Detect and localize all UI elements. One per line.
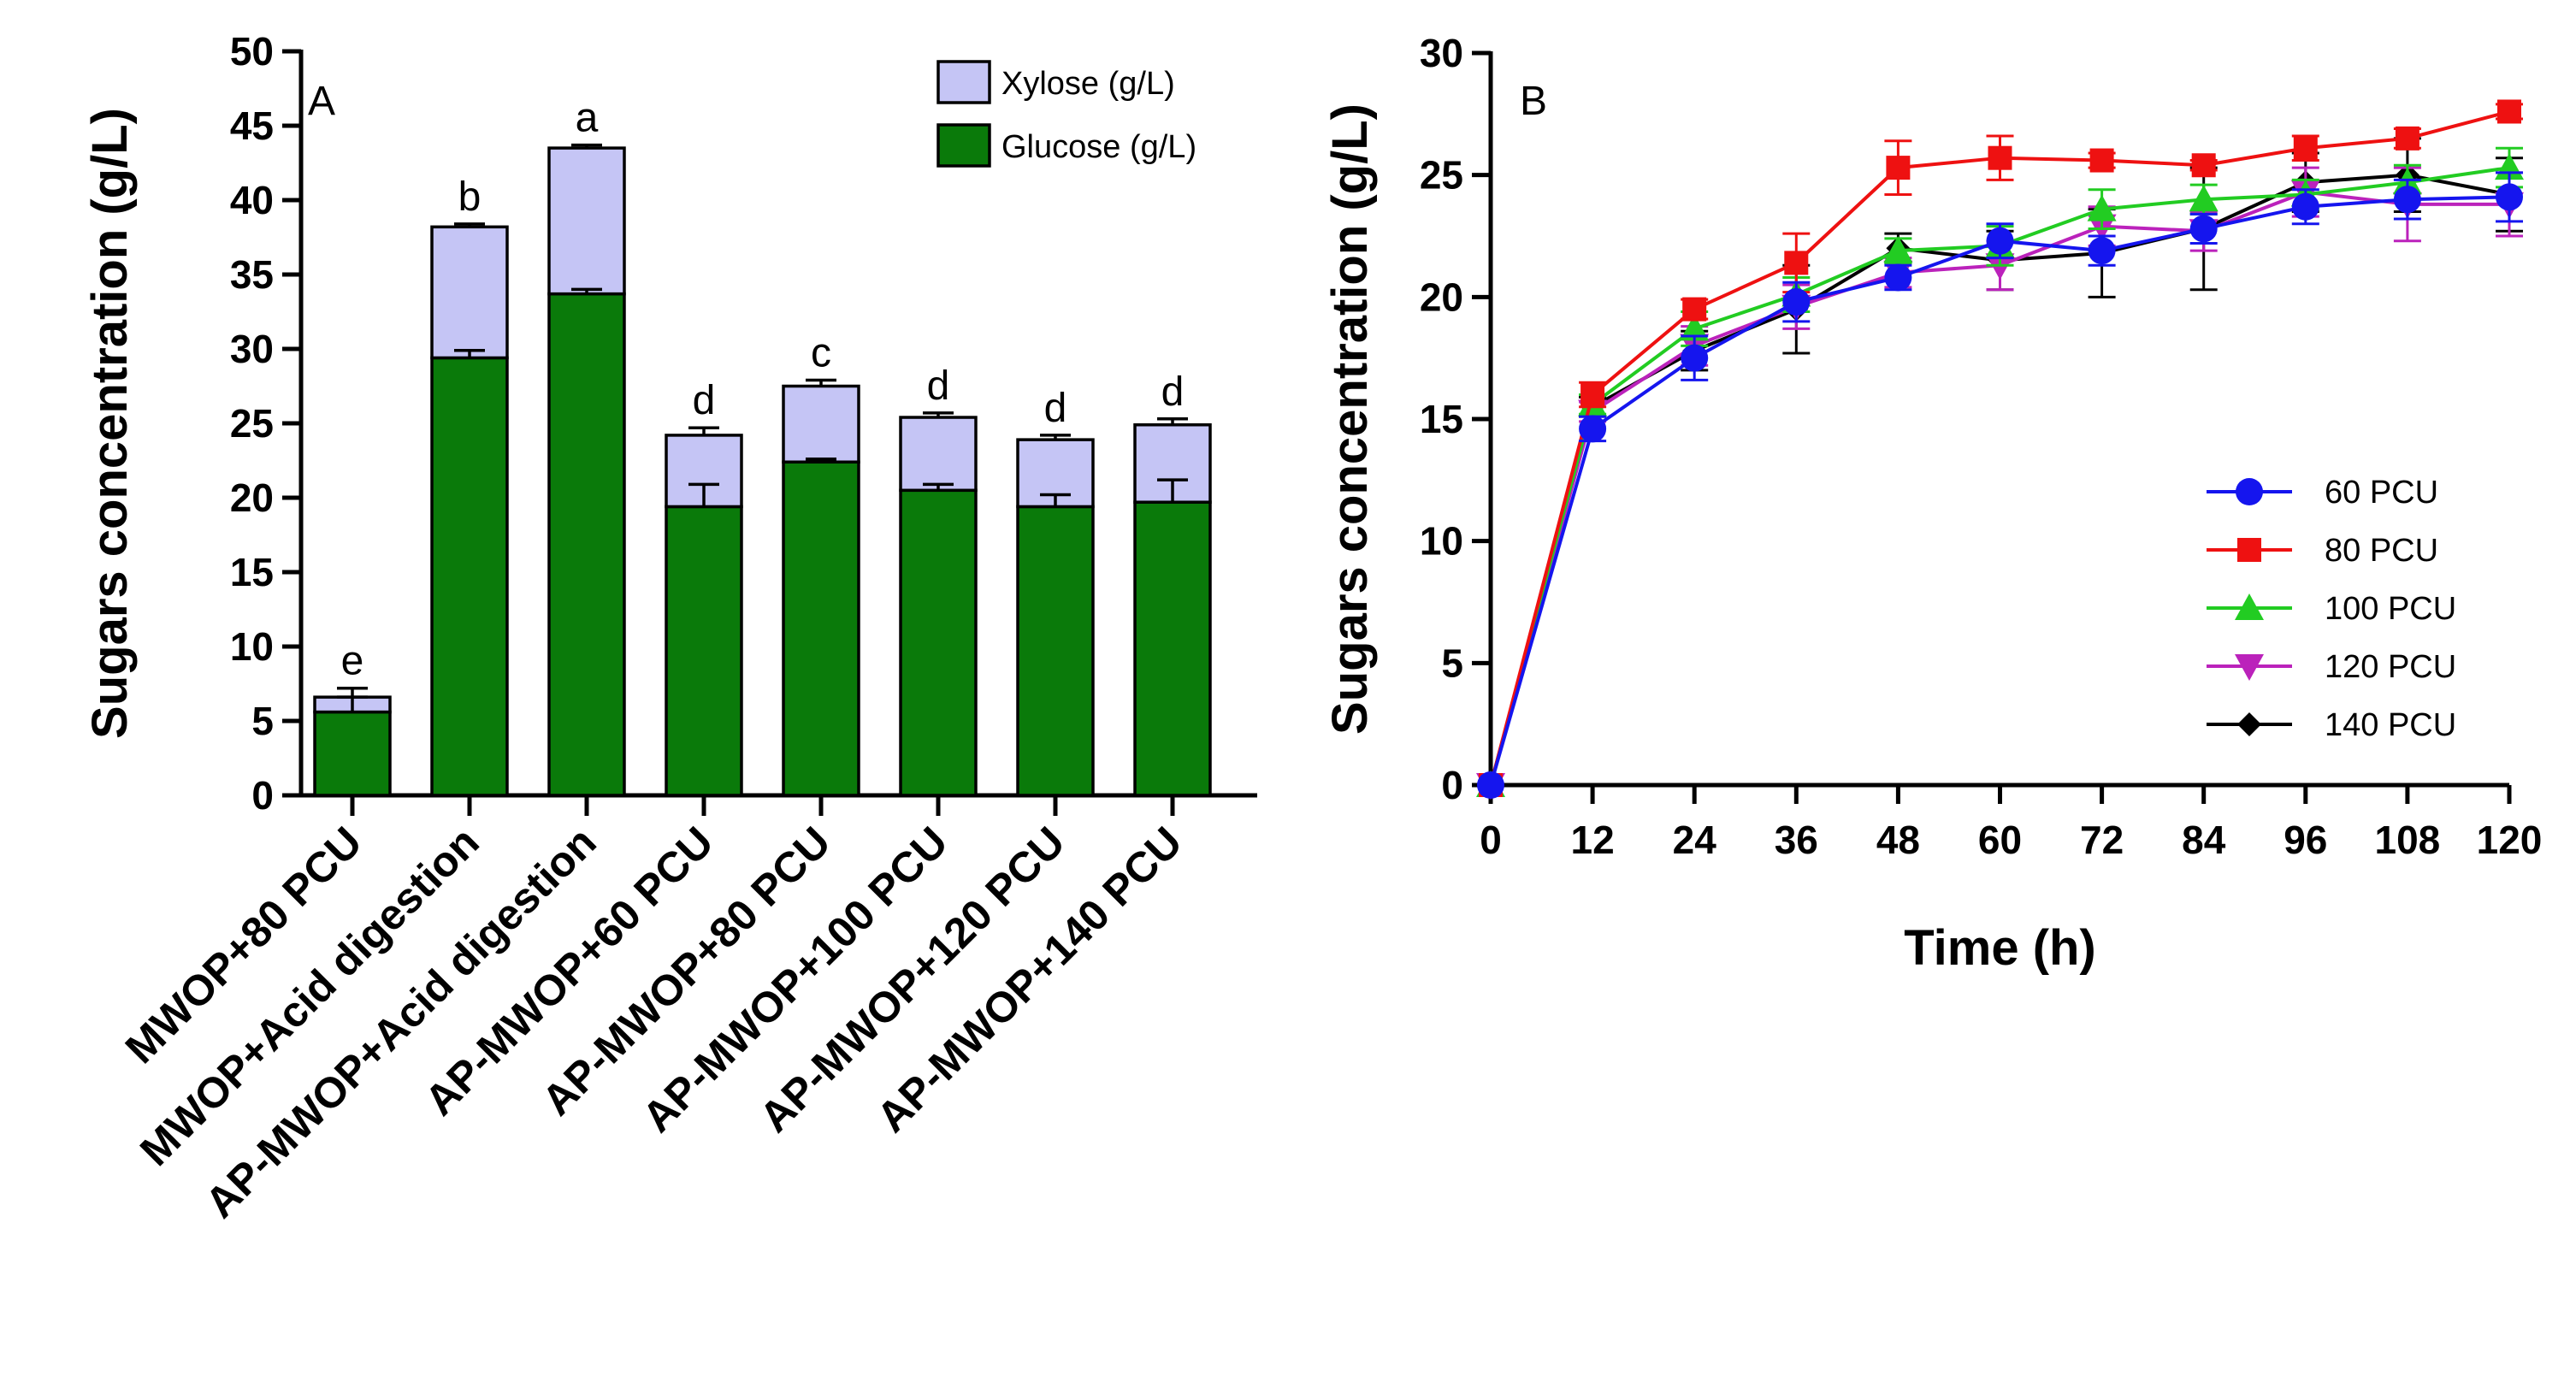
data-point [1782,288,1811,316]
x-tick-label-b: 36 [1775,818,1818,862]
data-point [1784,251,1809,275]
legend-marker [2237,538,2261,562]
data-point [1580,382,1605,407]
x-tick-label-b: 108 [2375,818,2441,862]
data-point [2087,194,2117,221]
y-tick-label-a: 15 [230,550,274,594]
legend-marker [2235,594,2264,620]
x-tick-label-b: 72 [2080,818,2124,862]
bar-xylose [547,146,626,296]
data-point [2497,99,2521,124]
x-tick-label-b: 12 [1571,818,1615,862]
x-tick-label-b: 60 [1978,818,2022,862]
y-tick-label-a: 45 [230,103,274,148]
panel-label-a: A [308,79,335,124]
data-point [2189,185,2219,212]
legend-label: 60 PCU [2325,475,2438,511]
data-point [2088,237,2116,265]
significance-letter: c [811,331,831,376]
y-tick-label-a: 0 [251,773,274,818]
significance-letter: b [458,174,482,220]
legend-label-glucose: Glucose (g/L) [1001,129,1196,165]
bar-glucose [1016,505,1095,797]
y-axis-title-b: Sugars concentration (g/L) [1322,103,1378,735]
x-tick-label-b: 48 [1876,818,1920,862]
bar-glucose [1133,500,1212,797]
data-point [2293,136,2318,161]
y-tick-label-a: 50 [230,29,274,74]
bar-xylose [782,384,860,464]
series-80-pcu [1479,99,2523,797]
data-point [1579,415,1607,443]
data-point [1986,227,2014,255]
legend-marker [2237,712,2261,736]
x-tick-label-b: 120 [2477,818,2543,862]
data-point [1883,236,1913,263]
data-point [1682,297,1707,322]
y-tick-label-b: 10 [1420,519,1463,564]
legend-swatch-xylose [936,60,991,104]
data-point [1477,771,1504,799]
data-point [1988,145,2012,170]
bar-glucose [313,710,392,797]
bar-glucose [899,488,978,797]
legend-marker [2236,478,2263,505]
legend-label: 120 PCU [2325,649,2456,685]
y-tick-label-a: 25 [230,401,274,446]
bar-glucose [665,505,743,797]
bar-xylose [430,225,509,360]
significance-letter: a [576,96,599,141]
chart-b: 0 5 10 15 20 25 30 0 12 24 36 48 60 72 84 96 108 120 Sugar… [1322,31,2542,976]
y-tick-label-a: 30 [230,327,274,371]
data-point [2395,126,2419,151]
x-tick-label-b: 0 [1480,818,1502,862]
y-tick-label-b: 5 [1441,641,1463,685]
y-tick-label-a: 35 [230,252,274,297]
data-point [1886,156,1911,180]
x-axis-title-b: Time (h) [1904,920,2096,976]
y-tick-label-b: 20 [1420,275,1463,319]
y-axis-title-a: Sugars concentration (g/L) [82,108,138,739]
data-point [2393,186,2421,214]
data-point [2191,153,2216,178]
bar-xylose [899,416,978,493]
y-tick-label-a: 10 [230,624,274,669]
legend-label-xylose: Xylose (g/L) [1001,66,1175,102]
significance-letter: d [693,378,716,423]
data-point [2291,192,2319,221]
y-tick-label-a: 5 [251,699,274,743]
bar-glucose [782,460,860,797]
bar-glucose [430,356,509,797]
data-point [2189,215,2218,243]
panel-label-b: B [1520,79,1547,124]
x-tick-label-b: 84 [2182,818,2226,862]
legend-label: 80 PCU [2325,533,2438,569]
significance-letter: d [1044,386,1067,431]
y-tick-label-b: 25 [1420,153,1463,198]
data-point [1680,314,1710,341]
data-point [2496,183,2523,211]
chart-a: 0 5 10 15 20 25 30 35 40 45 50 Sugars concentration… [82,29,1257,1227]
legend-b: 60 PCU 80 PCU 100 PCU 120 PCU 140 PCU [2207,475,2456,743]
legend-label: 140 PCU [2325,707,2456,743]
y-tick-label-b: 30 [1420,31,1463,75]
x-tick-label-b: 96 [2284,818,2327,862]
y-tick-label-b: 0 [1441,763,1463,807]
y-tick-label-a: 20 [230,475,274,520]
data-point [2089,148,2114,173]
bar-glucose [547,292,626,797]
x-tick-label-b: 24 [1673,818,1717,862]
legend-marker [2235,654,2264,681]
significance-letter: d [927,363,950,409]
data-point [1681,344,1709,372]
data-point [1884,263,1912,292]
significance-letter: d [1161,369,1185,415]
legend-label: 100 PCU [2325,591,2456,627]
y-tick-label-b: 15 [1420,397,1463,441]
y-tick-label-a: 40 [230,178,274,222]
legend-swatch-glucose [936,123,991,168]
series-60-pcu [1477,171,2523,799]
significance-letter: e [341,639,364,684]
